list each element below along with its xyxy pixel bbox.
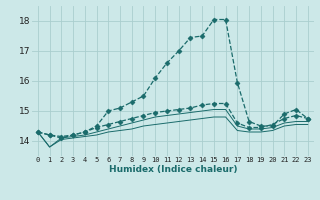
X-axis label: Humidex (Indice chaleur): Humidex (Indice chaleur) [108,165,237,174]
